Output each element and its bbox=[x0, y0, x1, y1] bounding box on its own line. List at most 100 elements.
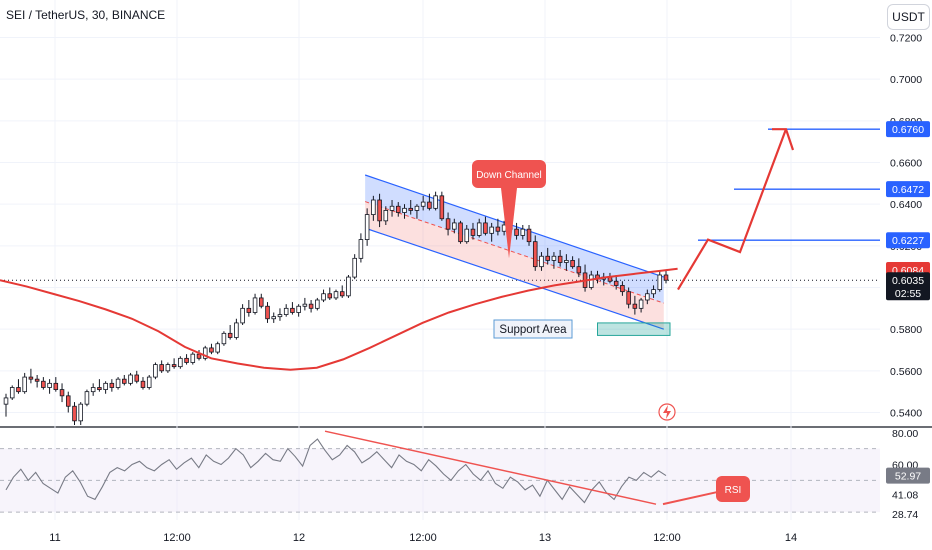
candle bbox=[97, 379, 102, 392]
candle-body bbox=[9, 387, 15, 399]
candle bbox=[414, 204, 420, 219]
candle bbox=[308, 300, 314, 313]
down-channel-label: Down Channel bbox=[476, 170, 542, 181]
candle-body bbox=[458, 222, 463, 243]
candle-body bbox=[240, 307, 245, 324]
rsi-badge-box bbox=[886, 467, 930, 484]
candle-body bbox=[196, 353, 202, 359]
candle bbox=[445, 212, 451, 236]
candle-body bbox=[259, 297, 264, 307]
price-tick-label: 0.5800 bbox=[890, 324, 922, 336]
projection-arrowhead bbox=[772, 128, 795, 151]
candle bbox=[657, 270, 663, 292]
currency-unit-button[interactable]: USDT bbox=[887, 4, 930, 30]
candle bbox=[227, 325, 233, 340]
support-area-label: Support Area bbox=[499, 324, 567, 336]
price-tick-label: 0.7200 bbox=[890, 33, 922, 45]
candle bbox=[452, 218, 457, 234]
candle bbox=[47, 379, 52, 394]
candle-body bbox=[159, 364, 164, 372]
candle bbox=[346, 275, 351, 298]
candle bbox=[514, 222, 519, 240]
price-badge-value: 0.6472 bbox=[892, 184, 924, 196]
candle-body bbox=[277, 314, 283, 318]
candle bbox=[28, 368, 34, 384]
candle-body bbox=[371, 199, 376, 215]
candle bbox=[339, 285, 345, 298]
rsi-tick-label: 80.00 bbox=[892, 428, 918, 440]
candle bbox=[520, 225, 526, 240]
candle bbox=[395, 202, 401, 217]
candle-body bbox=[234, 322, 239, 338]
candle bbox=[128, 372, 133, 386]
price-badge-box bbox=[886, 181, 930, 198]
price-label-badge: 0.6472 bbox=[886, 181, 930, 198]
candle bbox=[84, 389, 90, 407]
price-label-badge: 0.6760 bbox=[886, 121, 930, 138]
candle bbox=[476, 218, 482, 238]
candle bbox=[165, 362, 171, 373]
time-tick-label: 14 bbox=[785, 532, 797, 544]
candle-body bbox=[576, 266, 582, 274]
candle-body bbox=[271, 316, 277, 320]
lightning-bolt bbox=[663, 405, 671, 419]
candle-body bbox=[115, 378, 121, 388]
candle bbox=[389, 200, 395, 217]
price-tick-label: 0.7000 bbox=[890, 74, 922, 86]
candle bbox=[458, 220, 463, 244]
candle bbox=[570, 256, 575, 269]
candle-body bbox=[470, 228, 476, 236]
channel-lower-fill bbox=[365, 201, 664, 330]
candle bbox=[296, 304, 301, 317]
support-area-box bbox=[597, 322, 671, 336]
candle bbox=[321, 289, 326, 303]
time-tick-label: 12 bbox=[293, 532, 305, 544]
candle-body bbox=[283, 307, 289, 315]
candle-body bbox=[551, 255, 557, 261]
candle bbox=[551, 252, 557, 269]
candle-body bbox=[134, 374, 140, 382]
candle-body bbox=[34, 378, 40, 382]
candle-body bbox=[489, 226, 494, 234]
candle-body bbox=[65, 395, 71, 407]
time-tick-label: 12:00 bbox=[653, 532, 681, 544]
candle bbox=[576, 258, 582, 278]
price-badge-box bbox=[886, 121, 930, 138]
candle bbox=[539, 252, 544, 271]
candle bbox=[302, 297, 308, 311]
candle-body bbox=[389, 205, 395, 211]
candle bbox=[171, 358, 177, 369]
candle-body bbox=[302, 303, 308, 307]
candle-body bbox=[202, 347, 208, 359]
candle-body bbox=[439, 195, 445, 220]
candle-body bbox=[209, 347, 214, 353]
candle-body bbox=[296, 305, 301, 313]
candle-body bbox=[109, 382, 115, 388]
candle bbox=[327, 287, 333, 300]
candle-body bbox=[153, 364, 158, 378]
candle bbox=[532, 235, 538, 271]
support-area-callout: Support Area bbox=[493, 319, 573, 339]
candle-body bbox=[358, 239, 364, 259]
candle-body bbox=[16, 387, 21, 393]
candle bbox=[526, 225, 532, 246]
candle bbox=[557, 250, 563, 267]
rsi-value-badge: 52.97 bbox=[886, 467, 930, 484]
candle-body bbox=[520, 228, 526, 236]
candle bbox=[290, 302, 295, 315]
candle bbox=[483, 216, 488, 236]
candle bbox=[221, 331, 227, 346]
candle-body bbox=[221, 332, 227, 345]
countdown-timer: 02:55 bbox=[895, 288, 921, 300]
price-tick-label: 0.6600 bbox=[890, 158, 922, 170]
candle bbox=[90, 383, 96, 396]
candle bbox=[209, 343, 214, 355]
candle-body bbox=[645, 293, 650, 301]
candle-body bbox=[22, 376, 27, 393]
candle bbox=[651, 285, 656, 298]
candle-body bbox=[433, 195, 438, 209]
candle bbox=[470, 222, 476, 240]
candle bbox=[352, 254, 357, 280]
